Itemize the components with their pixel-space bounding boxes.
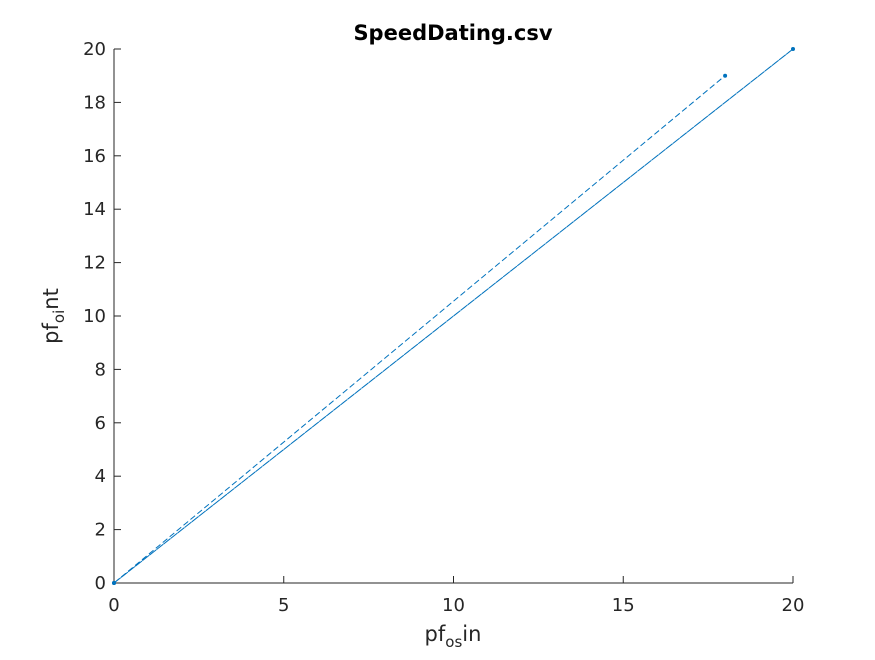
data-point bbox=[723, 73, 728, 78]
x-axis-title: pfosin bbox=[425, 622, 482, 651]
y-axis-title: pfoint bbox=[39, 288, 68, 344]
y-tick-label: 4 bbox=[95, 466, 106, 487]
y-tick-label: 2 bbox=[95, 520, 106, 541]
plot-series bbox=[112, 47, 795, 585]
chart-title: SpeedDating.csv bbox=[353, 21, 552, 45]
y-tick-label: 12 bbox=[83, 253, 106, 274]
y-tick-label: 0 bbox=[95, 573, 106, 594]
y-tick-label: 10 bbox=[83, 306, 106, 327]
y-tick-label: 14 bbox=[83, 199, 106, 220]
y-tick-label: 8 bbox=[95, 359, 106, 380]
y-tick-label: 16 bbox=[83, 146, 106, 167]
series-line bbox=[113, 48, 794, 584]
x-tick-label: 20 bbox=[782, 595, 805, 616]
y-tick-label: 6 bbox=[95, 413, 106, 434]
data-point bbox=[791, 47, 795, 51]
x-axis-ticks: 0 5 10 15 20 bbox=[108, 576, 804, 616]
x-tick-label: 5 bbox=[278, 595, 289, 616]
x-tick-label: 0 bbox=[108, 595, 119, 616]
x-tick-label: 10 bbox=[442, 595, 465, 616]
data-point bbox=[112, 581, 116, 585]
x-tick-label: 15 bbox=[612, 595, 635, 616]
y-tick-label: 18 bbox=[83, 92, 106, 113]
y-tick-label: 20 bbox=[83, 39, 106, 60]
y-axis-ticks: 0 2 4 6 8 10 12 14 16 18 20 bbox=[83, 39, 121, 594]
